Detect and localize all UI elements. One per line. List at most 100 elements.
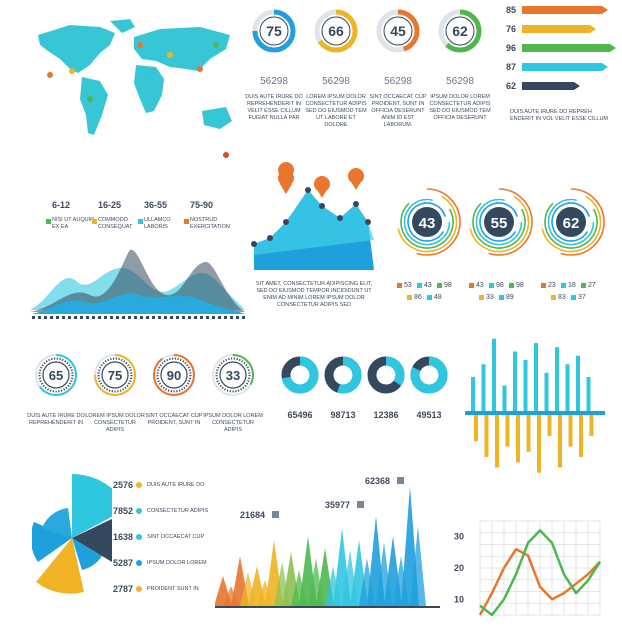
arrow-bar	[522, 44, 616, 52]
big-ring: 43	[393, 188, 461, 256]
mid-ring: 90	[153, 354, 195, 396]
down-bar	[568, 415, 573, 447]
top-ring-value: 62	[452, 23, 468, 39]
wave-dash	[32, 316, 35, 319]
big-ring-legend-value: 48	[434, 294, 442, 301]
big-ring-legend-swatch	[551, 295, 556, 300]
big-ring-legend-value: 33	[486, 294, 494, 301]
wave-dash	[80, 316, 83, 319]
small-donut	[367, 356, 405, 394]
top-ring: 45	[376, 9, 420, 53]
big-ring-legend-value: 27	[588, 282, 596, 289]
small-donut	[324, 356, 362, 394]
big-ring-legend-value: 98	[444, 282, 452, 289]
down-bar	[526, 415, 531, 452]
big-ring-legend-value: 43	[424, 282, 432, 289]
wave-dash	[38, 316, 41, 319]
top-ring-text: DUIS AUTE IRURE DO REPREHENDERIT IN VELI…	[245, 94, 303, 121]
up-bar	[586, 377, 591, 411]
pie-legend-dot	[136, 534, 142, 540]
wave-chart	[30, 249, 245, 319]
mid-ring-value: 75	[108, 368, 122, 383]
small-donut-value: 12386	[373, 410, 399, 420]
wave-dash	[62, 316, 65, 319]
mid-ring-text: IPSUM DOLOR LOREM CONSECTETUR ADIPIS	[203, 413, 263, 433]
wave-dash	[44, 316, 47, 319]
small-donut-value: 98713	[330, 410, 356, 420]
spike	[410, 526, 426, 606]
pie-legend-dot	[136, 560, 142, 566]
pie-legend-text: PROIDENT SUNT IN	[147, 586, 199, 592]
top-ring-value: 75	[266, 23, 282, 39]
wave-dash	[104, 316, 107, 319]
big-ring-legend-value: 23	[548, 282, 556, 289]
small-donut-value: 65496	[287, 410, 313, 420]
up-bar	[555, 347, 559, 411]
spike-chart	[215, 486, 440, 608]
wave-dash	[212, 316, 215, 319]
up-bar	[523, 360, 528, 411]
age-dot	[92, 219, 97, 224]
wave-dash	[110, 316, 113, 319]
wave-dash	[122, 316, 125, 319]
down-bar	[495, 415, 499, 468]
pie-legend-dot	[136, 508, 142, 514]
peak-label: 21684	[240, 510, 266, 520]
wave-dash	[194, 316, 197, 319]
line-series	[479, 529, 602, 617]
pie-legend-value: 5287	[113, 558, 134, 568]
age-dot	[138, 219, 143, 224]
peak-label-marker	[397, 477, 404, 484]
mid-ring-text: LOREM IPSUM DOLOR CONSECTETUR ADIPIS	[85, 413, 145, 433]
arrow-bar-label: 96	[506, 43, 517, 53]
wave-dash	[230, 316, 233, 319]
small-donut-value: 49513	[416, 410, 442, 420]
down-bar	[579, 415, 583, 457]
line-series	[478, 547, 601, 616]
big-ring-value: 62	[563, 215, 580, 232]
wave-dash	[242, 316, 245, 319]
down-bar	[547, 415, 552, 436]
big-ring-legend-value: 43	[476, 282, 484, 289]
peak-label: 35977	[325, 500, 351, 510]
top-ring-text: LOREM IPSUM DOLOR CONSECTETUR ADIPIS SED…	[305, 94, 367, 128]
wave-dash	[158, 316, 161, 319]
down-bar	[558, 415, 562, 468]
pie-legend-text: IPSUM DOLOR LOREM	[147, 560, 207, 566]
wave-dash	[50, 316, 53, 319]
big-ring-legend-swatch	[479, 295, 484, 300]
top-ring-text: IPSUM DOLOR LOREM CONSECTETUR ADIPIS SED…	[429, 94, 491, 121]
arrow-bar-label: 87	[506, 62, 517, 72]
wave-dash	[176, 316, 179, 319]
wave-dash	[146, 316, 149, 319]
mid-ring-text: SINT OCCAECAT CUP PROIDENT, SUNT IN	[145, 413, 203, 426]
big-ring-legend-value: 18	[568, 282, 576, 289]
age-text: COMMODO CONSEQUAT	[98, 217, 133, 230]
wave-dash	[152, 316, 155, 319]
arrow-bar-label: 62	[506, 81, 517, 91]
pie-legend-dot	[136, 586, 142, 592]
down-bar	[505, 415, 510, 447]
age-text: ULLAMCO LABORIS	[144, 217, 171, 230]
mid-ring-value: 90	[167, 368, 181, 383]
big-ring-legend-swatch	[427, 295, 432, 300]
big-ring: 62	[537, 188, 605, 256]
big-ring-legend-value: 98	[496, 282, 504, 289]
wave-dash	[224, 316, 227, 319]
up-bar	[492, 338, 496, 411]
rose-chart	[32, 474, 112, 594]
wave-dash	[134, 316, 137, 319]
big-ring-legend-swatch	[489, 283, 494, 288]
arrow-bar-label: 76	[506, 24, 517, 34]
peak-label-marker	[357, 501, 364, 508]
up-bar	[502, 385, 507, 411]
top-ring: 62	[438, 9, 482, 53]
age-range: 36-55	[144, 200, 168, 210]
big-ring-legend-value: 89	[506, 294, 514, 301]
arrow-bar	[522, 25, 596, 33]
mountain-chart	[251, 162, 374, 270]
down-bar	[516, 415, 520, 463]
down-bar	[484, 415, 489, 457]
big-ring-legend-swatch	[407, 295, 412, 300]
up-bar	[544, 372, 549, 411]
